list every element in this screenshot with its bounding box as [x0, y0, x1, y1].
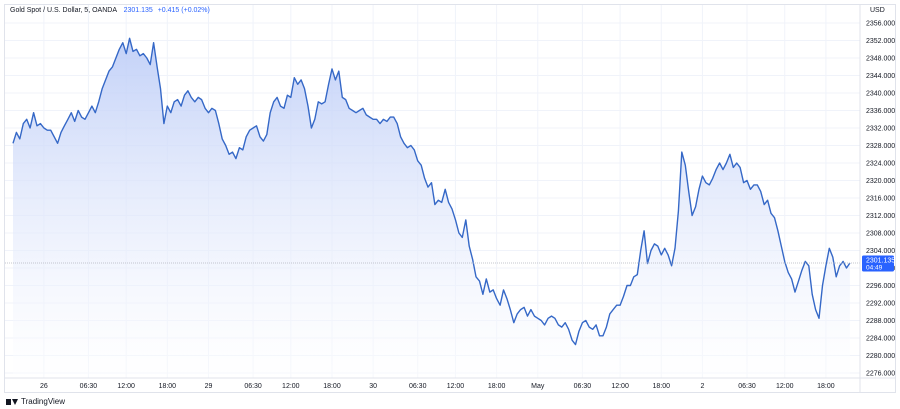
- y-tick-label: 2356.000: [866, 21, 895, 28]
- y-tick-label: 2352.000: [866, 38, 895, 45]
- y-tick-label: 2340.000: [866, 91, 895, 98]
- legend-change: +0.415 (+0.02%): [157, 7, 210, 14]
- series-area: [13, 38, 850, 379]
- current-price-value: 2301.135: [866, 258, 895, 265]
- y-tick-label: 2336.000: [866, 108, 895, 115]
- x-tick-label: May: [531, 383, 545, 390]
- y-tick-label: 2284.000: [866, 336, 895, 343]
- y-tick-label: 2332.000: [866, 126, 895, 133]
- symbol-title[interactable]: Gold Spot / U.S. Dollar, 5, OANDA: [10, 7, 117, 14]
- x-tick-label: 12:00: [776, 383, 794, 390]
- x-tick-label: 12:00: [447, 383, 465, 390]
- y-tick-label: 2320.000: [866, 178, 895, 185]
- tradingview-watermark[interactable]: TradingView: [6, 397, 65, 406]
- symbol-legend: Gold Spot / U.S. Dollar, 5, OANDA 2301.1…: [10, 7, 210, 14]
- x-tick-label: 06:30: [80, 383, 98, 390]
- x-tick-label: 18:00: [323, 383, 341, 390]
- x-tick-label: 06:30: [574, 383, 592, 390]
- x-tick-label: 30: [369, 383, 377, 390]
- current-price-tag[interactable]: [862, 255, 894, 272]
- y-tick-label: 2308.000: [866, 231, 895, 238]
- bar-countdown: 04:49: [866, 265, 883, 272]
- x-tick-label: 18:00: [488, 383, 506, 390]
- x-tick-label: 2: [700, 383, 704, 390]
- x-tick-label: 06:30: [244, 383, 262, 390]
- y-tick-label: 2296.000: [866, 283, 895, 290]
- x-tick-label: 12:00: [282, 383, 300, 390]
- x-tick-label: 06:30: [738, 383, 756, 390]
- tradingview-logo-icon: [6, 398, 18, 406]
- y-tick-label: 2348.000: [866, 56, 895, 63]
- y-tick-label: 2292.000: [866, 301, 895, 308]
- y-tick-label: 2344.000: [866, 73, 895, 80]
- x-tick-label: 18:00: [652, 383, 670, 390]
- x-tick-label: 18:00: [817, 383, 835, 390]
- y-tick-label: 2304.000: [866, 248, 895, 255]
- x-tick-label: 18:00: [159, 383, 177, 390]
- currency-label[interactable]: USD: [870, 7, 885, 14]
- x-tick-label: 26: [40, 383, 48, 390]
- y-tick-label: 2280.000: [866, 353, 895, 360]
- series-line[interactable]: [12, 37, 851, 346]
- y-tick-label: 2324.000: [866, 161, 895, 168]
- y-tick-label: 2288.000: [866, 318, 895, 325]
- y-tick-label: 2316.000: [866, 196, 895, 203]
- y-tick-label: 2312.000: [866, 213, 895, 220]
- y-tick-label: 2328.000: [866, 143, 895, 150]
- x-tick-label: 12:00: [611, 383, 629, 390]
- legend-last-price: 2301.135: [123, 7, 153, 14]
- brand-name: TradingView: [21, 397, 66, 406]
- x-tick-label: 06:30: [409, 383, 427, 390]
- y-tick-label: 2276.000: [866, 371, 895, 378]
- x-tick-label: 12:00: [117, 383, 135, 390]
- x-tick-label: 29: [205, 383, 213, 390]
- chart-frame: [4, 4, 896, 393]
